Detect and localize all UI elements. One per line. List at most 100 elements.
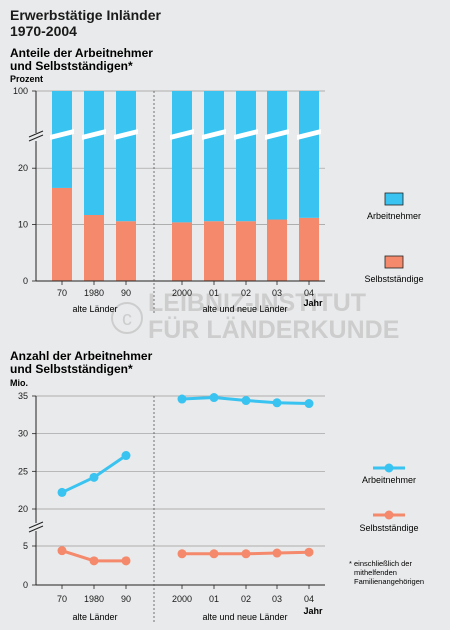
chart1-tick-label-x: 1980: [84, 288, 104, 298]
chart1-bar-selbststaendige: [267, 219, 287, 281]
chart1-bar-arbeitnehmer: [116, 91, 136, 222]
chart2-tick-label-x: 01: [209, 594, 219, 604]
chart1-bar-selbststaendige: [84, 215, 104, 281]
chart1-legend-swatch-arbeitnehmer: [384, 192, 404, 206]
chart1-bar-selbststaendige: [299, 217, 319, 281]
chart1-bar-break: [50, 129, 74, 140]
chart2-point-selbststaendige: [177, 549, 187, 559]
chart2-point-selbststaendige: [272, 548, 282, 558]
chart2-point-arbeitnehmer: [89, 472, 99, 482]
chart1-bar-break: [82, 129, 106, 140]
watermark-copyright-c: c: [122, 308, 132, 330]
chart2-tick-label-y: 0: [23, 580, 28, 590]
chart1-xlabel: Jahr: [303, 298, 323, 308]
chart2-point-arbeitnehmer: [209, 393, 219, 403]
chart2-point-arbeitnehmer: [121, 451, 131, 461]
chart2-point-arbeitnehmer: [57, 487, 67, 497]
chart1-bar-break: [297, 129, 321, 140]
chart1-bar-selbststaendige: [204, 221, 224, 281]
chart1-tick-label-x: 02: [241, 288, 251, 298]
chart1-bar-break: [170, 129, 194, 140]
chart2-point-arbeitnehmer: [241, 396, 251, 406]
chart1-bar-break: [114, 129, 138, 140]
chart1-tick-label-x: 2000: [172, 288, 192, 298]
chart1-title-line-1: Anteile der Arbeitnehmer: [10, 46, 153, 60]
chart1-bar-break: [202, 129, 226, 140]
footnote-line-2: mithelfenden: [354, 568, 397, 577]
chart2-tick-label-y: 30: [18, 429, 28, 439]
chart2-tick-label-y: 25: [18, 466, 28, 476]
chart1-tick-label-y: 10: [18, 220, 28, 230]
chart1-bar-break: [234, 129, 258, 140]
chart1-title-line-2: und Selbstständigen*: [10, 59, 133, 73]
chart1-bar-selbststaendige: [116, 221, 136, 281]
chart1-tick-label-y: 20: [18, 163, 28, 173]
chart1-plot: 70 1980 90 2000 01 02 03 04 0 10 20 100: [13, 86, 325, 315]
chart2-point-selbststaendige: [89, 556, 99, 566]
chart2-tick-label-x: 03: [272, 594, 282, 604]
chart1-bar-arbeitnehmer: [52, 91, 72, 188]
chart1-axis-break-mark: [28, 130, 44, 142]
page-title: Erwerbstätige Inländer 1970-2004: [10, 7, 310, 39]
chart1-tick-label-x: 01: [209, 288, 219, 298]
chart2-legend-arbeitnehmer: Arbeitnehmer: [362, 475, 416, 485]
chart1-bar-arbeitnehmer: [172, 91, 192, 223]
chart1-bar-break: [265, 129, 289, 140]
chart2-point-selbststaendige: [121, 556, 131, 566]
chart2-tick-label-y: 20: [18, 504, 28, 514]
chart1-legend-arbeitnehmer: Arbeitnehmer: [367, 211, 421, 221]
chart2-ylabel: Mio.: [10, 378, 28, 388]
chart2-point-arbeitnehmer: [272, 398, 282, 408]
chart2-tick-label-x: 70: [57, 594, 67, 604]
chart2-legend-selbststaendige: Selbstständige: [359, 523, 418, 533]
chart1-bar-selbststaendige: [236, 221, 256, 281]
chart1-tick-label-x: 04: [304, 288, 314, 298]
chart2-point-arbeitnehmer: [177, 394, 187, 404]
chart1-ylabel: Prozent: [10, 74, 43, 84]
chart1-bar-selbststaendige: [52, 187, 72, 281]
title-line-2: 1970-2004: [10, 23, 77, 39]
chart2-tick-label-y: 35: [18, 391, 28, 401]
chart2-legend-marker-arbeitnehmer: [384, 463, 394, 473]
chart2-point-arbeitnehmer: [304, 399, 314, 409]
chart1-group-label-all: alte und neue Länder: [202, 304, 287, 314]
chart2-tick-label-y: 5: [23, 541, 28, 551]
chart1-group-label-old: alte Länder: [72, 304, 117, 314]
chart2-group-label-old: alte Länder: [72, 612, 117, 622]
chart2-point-selbststaendige: [241, 549, 251, 559]
chart2-point-selbststaendige: [209, 549, 219, 559]
chart1-bar-arbeitnehmer: [299, 91, 319, 218]
chart1-bar-arbeitnehmer: [204, 91, 224, 222]
title-line-1: Erwerbstätige Inländer: [10, 7, 161, 23]
chart2-title-line-2: und Selbstständigen*: [10, 362, 133, 376]
chart1-tick-label-y: 100: [13, 86, 28, 96]
chart2-legend-marker-selbststaendige: [384, 510, 394, 520]
chart1-legend-swatch-selbststaendige: [384, 255, 404, 269]
chart1-tick-label-x: 03: [272, 288, 282, 298]
chart2-tick-label-x: 90: [121, 594, 131, 604]
watermark-line-2: FÜR LÄNDERKUNDE: [148, 315, 399, 344]
watermark-line-1: LEIBNIZ-INSTITUT: [148, 289, 366, 317]
chart1-bar-arbeitnehmer: [267, 91, 287, 220]
chart1-legend-selbststaendige: Selbstständige: [364, 274, 423, 284]
chart1-tick-label-x: 70: [57, 288, 67, 298]
chart1-bar-arbeitnehmer: [236, 91, 256, 222]
chart1-bar-arbeitnehmer: [84, 91, 104, 216]
chart1-tick-label-x: 90: [121, 288, 131, 298]
chart2-axis-break-mark: [28, 521, 44, 533]
chart2-tick-label-x: 2000: [172, 594, 192, 604]
chart2-xlabel: Jahr: [303, 606, 323, 616]
chart2-title-line-1: Anzahl der Arbeitnehmer: [10, 349, 153, 363]
chart2-point-selbststaendige: [304, 547, 314, 557]
chart2-group-label-all: alte und neue Länder: [202, 612, 287, 622]
watermark-copyright-circle: [111, 302, 143, 334]
watermark: c LEIBNIZ-INSTITUT FÜR LÄNDERKUNDE: [111, 289, 399, 344]
footnote-line-1: * einschließlich der: [349, 559, 412, 568]
chart1-tick-label-y: 0: [23, 276, 28, 286]
chart1-bar-selbststaendige: [172, 222, 192, 281]
chart2-tick-label-x: 04: [304, 594, 314, 604]
footnote-line-3: Familienangehörigen: [354, 577, 424, 586]
chart2-plot: 0 5 20 25 30 35 70 1980 90 2000 01 02 03 04: [18, 391, 325, 623]
chart2-tick-label-x: 1980: [84, 594, 104, 604]
